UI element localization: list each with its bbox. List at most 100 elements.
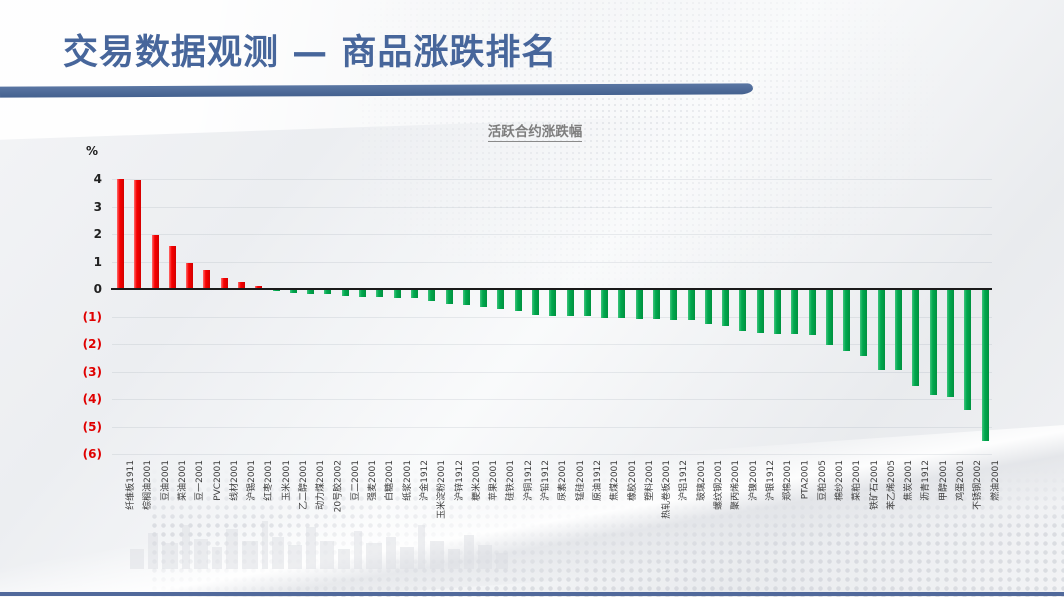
bar-20号胶2002 <box>324 290 332 295</box>
bar-沪铝1912 <box>670 290 678 321</box>
bar-原油1912 <box>583 290 591 317</box>
bar-聚丙烯2001 <box>722 290 730 326</box>
x-axis-label: 豆二2001 <box>350 460 361 501</box>
gridline <box>112 371 992 373</box>
y-axis-tick-label: 0 <box>93 282 102 296</box>
gridline <box>112 399 992 400</box>
x-axis-label: 焦炭2001 <box>904 460 915 501</box>
bar-锰硅2001 <box>566 290 574 317</box>
bar-线材2001 <box>220 278 228 289</box>
x-axis-label: 鸡蛋2001 <box>955 460 966 501</box>
x-axis-label: 豆一2001 <box>195 460 206 501</box>
y-axis-tick-label: 4 <box>93 172 102 186</box>
bar-玉米2001 <box>272 290 280 292</box>
bar-铁矿石2001 <box>860 290 868 356</box>
bar-乙二醇2001 <box>289 290 297 293</box>
x-axis-label: 豆粕2005 <box>817 460 828 501</box>
x-axis-label: 菜粕2001 <box>852 460 863 501</box>
gridline <box>112 316 992 318</box>
world-map-dot-pattern <box>360 0 960 310</box>
y-axis-tick-label: (6) <box>82 447 102 461</box>
bar-沪金1912 <box>410 290 418 299</box>
bar-甲醇2001 <box>929 290 937 395</box>
bar-硅铁2001 <box>497 290 505 310</box>
y-axis-tick-label: (4) <box>82 392 102 406</box>
x-axis-label: 郑棉2001 <box>783 460 794 501</box>
x-axis-label: 沪铜1912 <box>523 460 534 501</box>
x-axis-label: 玉米淀粉2001 <box>437 460 448 519</box>
x-axis-label: PVC2001 <box>212 460 223 501</box>
bar-沪铜1912 <box>514 290 522 311</box>
x-axis-label: 棕榈油2001 <box>143 460 154 510</box>
x-axis-label: 沪银1912 <box>765 460 776 501</box>
x-axis-label: 纤维板1911 <box>126 460 136 510</box>
bar-橡胶2001 <box>618 290 626 318</box>
x-axis-label: 燃油2001 <box>990 460 1001 501</box>
bar-沪锌1912 <box>445 290 453 304</box>
bar-沥青1912 <box>912 290 920 387</box>
bar-尿素2001 <box>549 290 557 317</box>
y-axis-tick-label: (5) <box>82 419 102 434</box>
bar-菜油2001 <box>168 246 176 289</box>
bar-PVC2001 <box>203 269 211 289</box>
gridline <box>112 454 992 455</box>
bar-焦煤2001 <box>601 290 609 318</box>
x-axis-label: 聚丙烯2001 <box>731 460 742 510</box>
gridline <box>112 206 992 208</box>
x-axis-label: 苯乙烯2005 <box>886 460 897 510</box>
x-axis-label: 线材2001 <box>229 460 240 501</box>
y-axis-tick-label: 2 <box>93 227 102 241</box>
bar-沪镍2001 <box>739 290 747 332</box>
y-axis-tick-label: (2) <box>82 337 102 351</box>
x-axis-label: 20号胶2002 <box>333 460 344 513</box>
bar-豆二2001 <box>341 290 349 296</box>
x-axis-label: 塑料2001 <box>644 460 655 501</box>
gridline <box>112 234 992 235</box>
x-axis-label: 沪锌1912 <box>454 460 465 501</box>
x-axis-label: 红枣2001 <box>264 460 275 501</box>
city-skyline-silhouette <box>130 521 508 569</box>
x-axis-label: 白糖2001 <box>385 460 396 501</box>
bar-焦炭2001 <box>895 290 903 370</box>
y-axis-tick-label: 3 <box>93 199 102 214</box>
x-axis-line <box>111 288 992 290</box>
gridline <box>112 344 992 345</box>
x-axis-label: 锰硅2001 <box>575 460 586 501</box>
x-axis-label: 动力煤2001 <box>316 460 327 510</box>
x-axis-label: 玉米2001 <box>281 460 292 501</box>
x-axis-label: 甲醇2001 <box>938 460 949 501</box>
bar-棉纱2001 <box>825 290 833 345</box>
x-axis-label: 强麦2001 <box>368 460 379 501</box>
bar-豆粕2005 <box>808 290 816 336</box>
x-axis-label: 纸浆2001 <box>402 460 413 501</box>
bar-玉米淀粉2001 <box>428 290 436 301</box>
bar-沪银1912 <box>756 290 764 333</box>
x-axis-label: 焦煤2001 <box>610 460 621 501</box>
x-axis-label: 乙二醇2001 <box>298 460 309 510</box>
x-axis-label: 沪铝1912 <box>679 460 690 501</box>
x-axis-label: 苹果2001 <box>489 460 500 501</box>
y-axis-unit-label: % <box>85 144 98 158</box>
bar-强麦2001 <box>359 290 367 297</box>
bar-塑料2001 <box>635 290 643 319</box>
bar-苹果2001 <box>480 290 488 307</box>
page-title: 交易数据观测 — 商品涨跌排名 <box>63 33 558 73</box>
bar-棕榈油2001 <box>134 180 142 289</box>
bar-不锈钢2002 <box>964 290 972 410</box>
x-axis-label: 菜油2001 <box>177 460 188 501</box>
x-axis-label: 沪镍2001 <box>748 460 759 501</box>
x-axis-label: 沥青1912 <box>921 460 932 501</box>
bar-动力煤2001 <box>307 290 315 294</box>
x-axis-label: 玻璃2001 <box>696 460 707 501</box>
x-axis-label: 沪金1912 <box>419 460 430 501</box>
bar-郑棉2001 <box>774 290 782 334</box>
gridline <box>112 179 992 180</box>
bar-红枣2001 <box>255 285 263 289</box>
x-axis-label: 螺纹钢2001 <box>713 460 724 510</box>
bar-苯乙烯2005 <box>877 290 885 370</box>
y-axis-tick-label: (1) <box>82 309 102 324</box>
bar-鸡蛋2001 <box>946 290 954 398</box>
x-axis-label: 尿素2001 <box>558 460 569 501</box>
x-axis-label: 不锈钢2002 <box>973 460 984 510</box>
